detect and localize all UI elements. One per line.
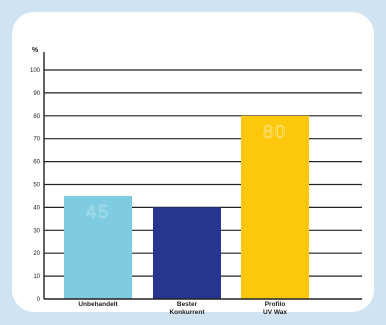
- y-tick-label-40: 40: [33, 205, 40, 211]
- y-tick-label-20: 20: [33, 251, 40, 257]
- y-tick-label-10: 10: [33, 274, 40, 280]
- y-tick-label-50: 50: [33, 183, 40, 189]
- y-tick-label-30: 30: [33, 228, 40, 234]
- bar-1: [153, 207, 221, 299]
- y-tick-label-70: 70: [33, 137, 40, 143]
- bar-value-label-2: 80: [263, 122, 287, 142]
- x-category-label-2-0: Profilo: [265, 301, 286, 308]
- y-tick-label-0: 0: [37, 297, 41, 303]
- y-tick-label-100: 100: [30, 68, 41, 74]
- x-category-label-1-0: Bester: [177, 301, 198, 308]
- y-tick-label-60: 60: [33, 160, 40, 166]
- bar-2: [241, 115, 309, 299]
- x-category-label-0-0: Unbehandelt: [78, 301, 118, 308]
- y-tick-label-80: 80: [33, 114, 40, 120]
- bar-value-label-0: 45: [86, 202, 110, 222]
- y-tick-label-90: 90: [33, 91, 40, 97]
- x-category-label-1-1: Konkurrent: [169, 309, 205, 316]
- x-category-label-2-1: UV Wax: [263, 309, 287, 316]
- y-axis-label: %: [32, 47, 39, 54]
- bar-0: [64, 195, 132, 299]
